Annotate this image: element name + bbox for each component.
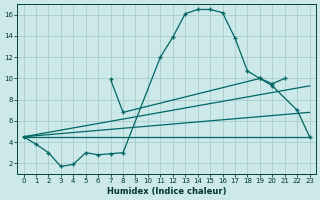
X-axis label: Humidex (Indice chaleur): Humidex (Indice chaleur)	[107, 187, 226, 196]
